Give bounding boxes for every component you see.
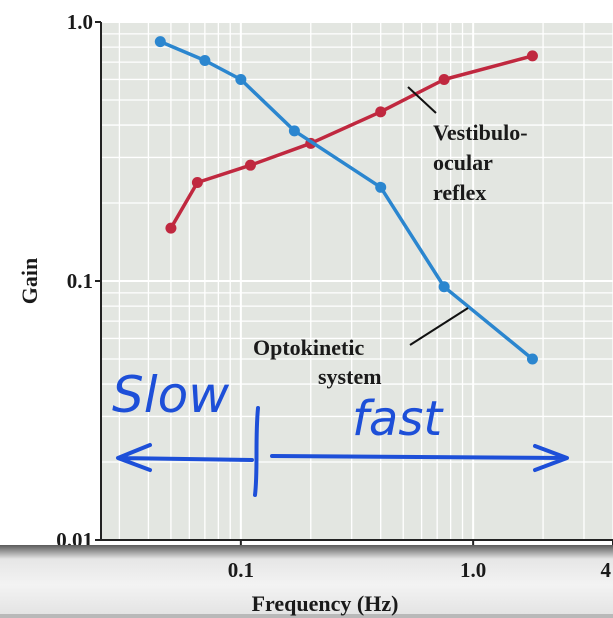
vor-annotation: Vestibulo- ocular reflex [407,86,528,205]
bottom-divider [0,614,613,618]
y-axis-title: Gain [17,258,42,304]
handwritten-slow-label: Slow [112,366,229,424]
y-tick-label: 1.0 [67,10,93,34]
bottom-toolbar-strip [0,545,613,618]
handwritten-divider [253,406,260,497]
handwritten-fast-label: fast [352,391,444,447]
data-point [375,181,387,193]
data-point [438,73,450,85]
x-tick-label: 4 [601,558,612,582]
data-point [288,125,300,137]
x-axis-title: Frequency (Hz) [252,591,399,616]
data-point [375,106,387,118]
data-point [235,73,247,85]
vor-label-line-3: reflex [433,180,486,205]
x-tick-label: 0.1 [228,558,254,582]
data-point [244,159,256,171]
okn-leader-line [409,307,469,346]
handwriting-layer: Slow fast [112,366,569,497]
data-point [526,50,538,62]
grid-layer [101,21,613,541]
handwritten-left-arrow [116,443,254,472]
okn-label-line-2: system [318,364,382,389]
vor-leader-line [407,86,437,114]
data-point [154,36,166,48]
vor-label-line-2: ocular [433,150,493,175]
data-point [165,222,177,234]
vor-label-line-1: Vestibulo- [433,120,528,145]
data-point [191,177,203,189]
x-tick-labels: 0.1 1.0 4 [228,558,612,582]
series-layer [154,36,538,365]
okn-annotation: Optokinetic system [253,307,469,389]
data-point [199,55,211,67]
y-tick-label: 0.1 [67,269,93,293]
data-point [526,353,538,365]
x-tick-label: 1.0 [460,558,486,582]
okn-label-line-1: Optokinetic [253,335,364,360]
handwritten-right-arrow [270,444,569,472]
data-point [438,281,450,293]
